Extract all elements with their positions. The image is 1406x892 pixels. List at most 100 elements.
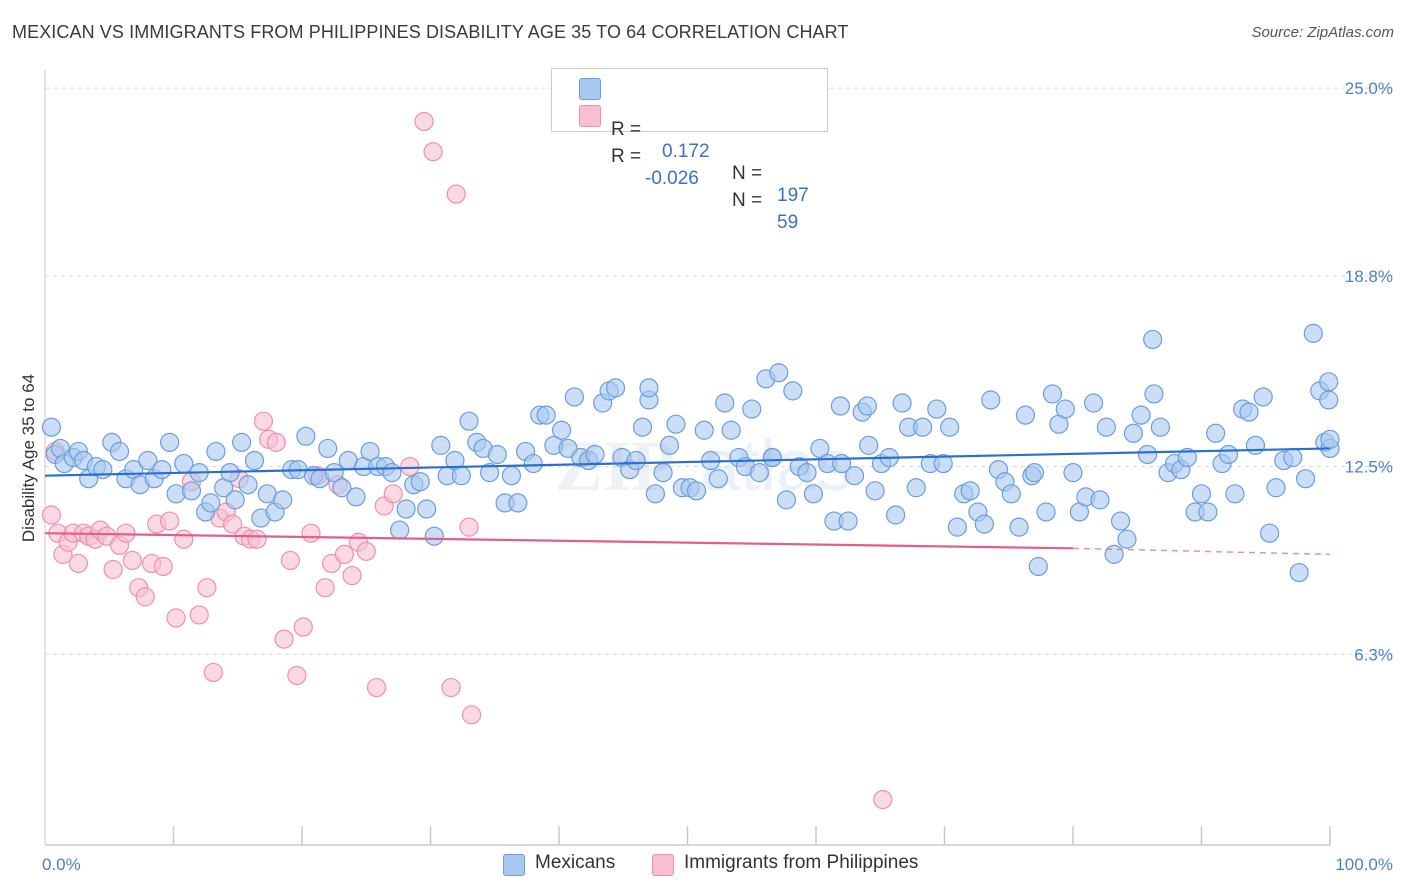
philippines-point: [334, 544, 355, 564]
mexicans-point: [1177, 447, 1197, 468]
mexicans-point: [152, 460, 172, 480]
y-tick-label: 25.0%: [1345, 79, 1393, 98]
philippines-point: [135, 587, 155, 607]
mexicans-point: [886, 505, 906, 525]
philippines-point: [342, 565, 362, 586]
mexicans-point: [1015, 405, 1036, 425]
mexicans-point: [1319, 372, 1339, 392]
mexicans-point: [1144, 384, 1164, 404]
philippines-point: [189, 605, 209, 625]
mexicans-point: [639, 378, 659, 398]
legend-row-mexicans: R = 0.172 N = 197: [552, 75, 827, 206]
mexicans-point: [93, 460, 113, 480]
legend: R = 0.172 N = 197 R = -0.026 N = 59: [551, 68, 828, 233]
mexicans-point: [201, 493, 221, 513]
mexicans-point: [480, 463, 500, 483]
legend-swatch-mexicans: [579, 78, 601, 100]
philippines-point: [166, 608, 186, 628]
philippines-point: [247, 529, 267, 549]
mexicans-point: [1150, 417, 1170, 437]
mexicans-point: [431, 435, 451, 455]
philippines-point: [223, 514, 243, 534]
mexicans-point: [1260, 523, 1280, 543]
chart-title: MEXICAN VS IMMIGRANTS FROM PHILIPPINES D…: [12, 22, 849, 42]
philippines-point: [68, 553, 89, 574]
mexicans-point: [776, 490, 797, 510]
philippines-point: [174, 529, 194, 549]
philippines-point: [446, 184, 466, 204]
legend-r-label: R =: [611, 146, 642, 167]
philippines-point: [459, 517, 479, 537]
mexicans-point: [1117, 529, 1137, 549]
chart-source: Source: ZipAtlas.com: [1251, 24, 1394, 41]
philippines-point: [253, 411, 274, 431]
mexicans-point: [810, 438, 830, 459]
legend-n-label: N =: [732, 163, 763, 184]
mexicans-point: [857, 396, 878, 416]
mexicans-point: [551, 420, 572, 440]
svg-text:ZIP: ZIP: [555, 426, 675, 506]
mexicans-point: [947, 517, 967, 537]
philippines-point: [266, 432, 286, 452]
mexicans-point: [396, 499, 416, 519]
mexicans-point: [508, 493, 528, 513]
mexicans-point: [769, 363, 789, 383]
mexicans-point: [238, 475, 258, 495]
philippines-point: [441, 677, 461, 698]
mexicans-point: [762, 447, 782, 468]
trend-lines: [44, 447, 1331, 556]
mexicans-point: [390, 520, 410, 540]
y-tick-label: 12.5%: [1345, 458, 1393, 477]
legend-r-value: -0.026: [645, 168, 699, 189]
mexicans-point: [742, 399, 762, 419]
mexicans-point: [1319, 390, 1339, 410]
mexicans-point: [1063, 463, 1083, 483]
mexicans-point: [1090, 490, 1110, 510]
mexicans-trend-line: [44, 447, 1331, 477]
philippines-point: [400, 456, 420, 477]
mexicans-point: [564, 387, 585, 407]
philippines-point: [383, 484, 403, 504]
mexicans-point: [626, 450, 646, 471]
mexicans-point: [708, 469, 728, 489]
mexicans-point: [838, 511, 858, 531]
mexicans-point: [382, 463, 402, 483]
philippines-point: [280, 550, 301, 571]
mexicans-point: [244, 450, 265, 471]
mexicans-point: [318, 438, 338, 459]
mexicans-point: [138, 450, 158, 471]
philippines-point: [203, 662, 223, 683]
y-tick-label: 18.8%: [1345, 267, 1393, 286]
mexicans-point: [360, 441, 380, 462]
bottom-legend-philippines: Immigrants from Philippines: [652, 852, 919, 876]
legend-n-value: 197: [777, 185, 809, 206]
mexicans-point: [666, 414, 686, 434]
mexicans-point: [417, 499, 437, 519]
mexicans-point: [981, 390, 1001, 410]
mexicans-point: [940, 417, 960, 437]
philippines-point: [122, 550, 142, 571]
mexicans-point: [913, 417, 933, 437]
philippines-point: [41, 505, 62, 525]
philippines-point: [414, 111, 434, 132]
philippines-point: [356, 541, 376, 561]
mexicans-point: [1218, 444, 1239, 465]
mexicans-point: [1295, 469, 1316, 489]
philippines-point: [366, 677, 387, 698]
mexicans-points: [41, 323, 1340, 583]
philippines-point: [274, 629, 294, 649]
mexicans-point: [1239, 402, 1259, 422]
mexicans-point: [1055, 399, 1075, 419]
mexicans-point: [1009, 517, 1029, 537]
mexicans-point: [459, 411, 479, 431]
mexicans-point: [1083, 393, 1104, 413]
bottom-legend-label-philippines: Immigrants from Philippines: [684, 852, 919, 873]
mexicans-point: [1096, 417, 1117, 437]
mexicans-point: [865, 481, 885, 501]
mexicans-point: [232, 432, 252, 452]
philippines-point: [873, 789, 893, 810]
svg-text:atlas: atlas: [700, 426, 852, 506]
mexicans-point: [892, 393, 912, 413]
philippines-trend-line: [44, 532, 1074, 550]
